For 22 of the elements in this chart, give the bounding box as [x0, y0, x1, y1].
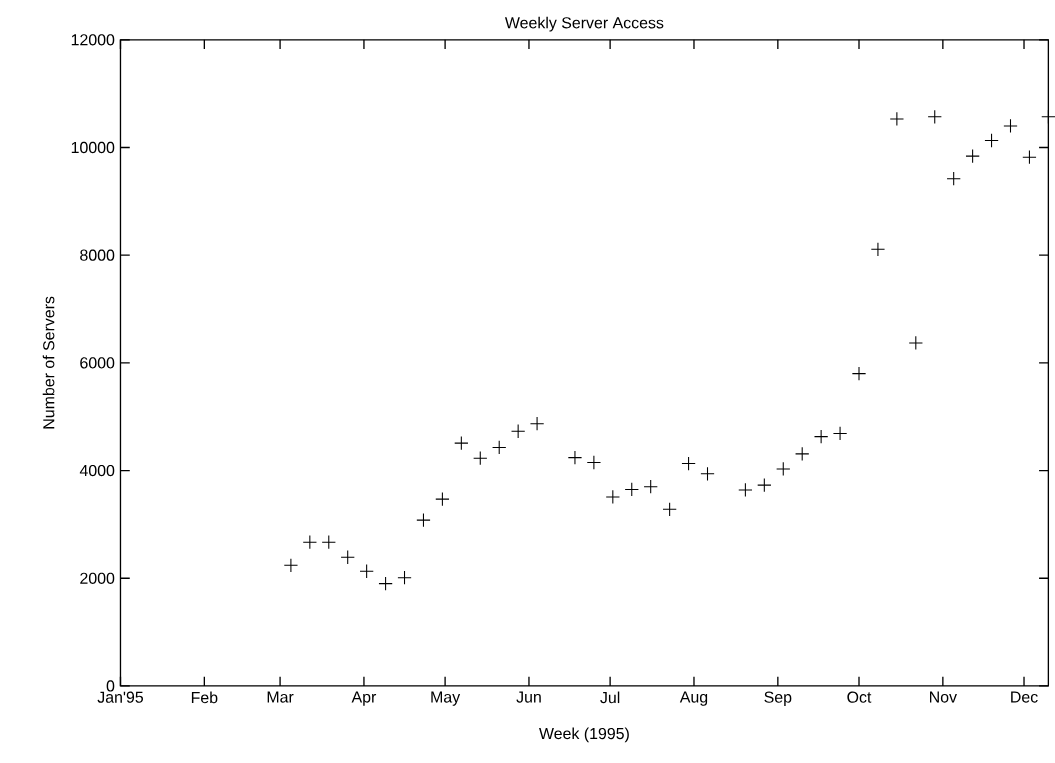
x-tick-label: Nov — [930, 691, 957, 703]
x-tick-label: Oct — [847, 691, 872, 703]
y-tick-label: 6000 — [80, 357, 115, 369]
y-axis-title: Number of Servers — [42, 296, 55, 429]
x-tick-label: Mar — [267, 691, 294, 703]
x-tick-label: Feb — [191, 691, 218, 704]
x-tick-label: Jun — [516, 691, 541, 703]
x-axis-title: Week (1995) — [539, 727, 629, 743]
y-tick-label: 2000 — [80, 572, 115, 585]
chart-title: Weekly Server Access — [504, 16, 664, 32]
x-tick-label: Apr — [351, 691, 377, 706]
y-tick-label: 12000 — [71, 34, 115, 46]
y-tick-label: 4000 — [79, 465, 115, 477]
x-tick-label: Dec — [1011, 691, 1038, 703]
y-tick-label: 10000 — [71, 142, 115, 154]
y-tick-label: 0 — [106, 680, 115, 692]
x-tick-label: Jul — [600, 691, 620, 704]
x-tick-label: Jan'95 — [97, 691, 144, 703]
y-tick-label: 8000 — [80, 249, 115, 262]
x-tick-label: May — [431, 691, 461, 706]
x-tick-label: Sep — [764, 691, 792, 707]
x-tick-label: Aug — [679, 691, 708, 706]
